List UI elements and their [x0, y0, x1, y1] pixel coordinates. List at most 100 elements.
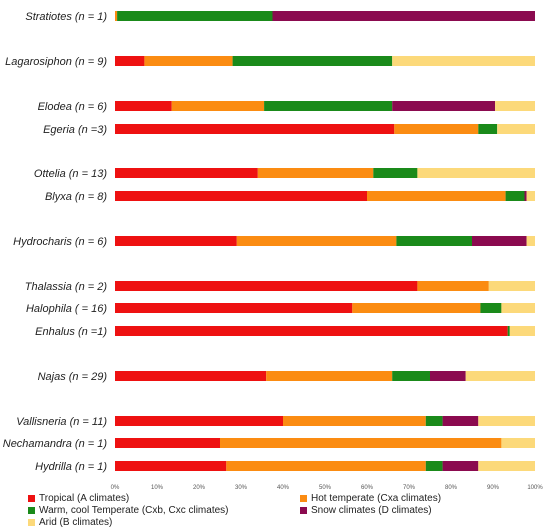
bar-segment	[367, 191, 506, 201]
category-label: Blyxa (n = 8)	[45, 191, 107, 203]
bar-segment	[115, 371, 267, 381]
legend-swatch	[28, 507, 35, 514]
bar-segment	[488, 281, 535, 291]
legend: Tropical (A climates) Hot temperate (Cxa …	[28, 493, 538, 529]
x-tick-label: 100%	[527, 485, 543, 490]
category-label: Hydrilla (n = 1)	[35, 461, 107, 473]
bar-segment	[115, 168, 258, 178]
x-tick-label: 40%	[277, 485, 290, 490]
category-labels: Stratiotes (n = 1) Lagarosiphon (n = 9) El…	[3, 11, 108, 473]
bar-segment	[396, 236, 472, 246]
bar-segment	[115, 326, 508, 336]
bar-segment	[524, 191, 527, 201]
bar-segment	[480, 303, 502, 313]
bar-segment	[478, 416, 535, 426]
bar-segment	[430, 371, 466, 381]
bar-segment	[283, 416, 426, 426]
bar-segment	[507, 326, 510, 336]
bar-segment	[392, 101, 496, 111]
x-tick-label: 80%	[445, 485, 458, 490]
x-tick-label: 50%	[319, 485, 332, 490]
bar-segment	[394, 124, 479, 134]
category-label: Lagarosiphon (n = 9)	[5, 56, 107, 68]
category-label: Najas (n = 29)	[38, 371, 108, 383]
bar-segment	[266, 371, 393, 381]
bar-segment	[115, 11, 118, 21]
bar-segment	[417, 168, 535, 178]
x-tick-label: 60%	[361, 485, 374, 490]
bar-segment	[392, 56, 535, 66]
legend-item: Hot temperate (Cxa climates)	[300, 493, 441, 504]
bar-segment	[115, 461, 227, 471]
bar-segment	[115, 281, 418, 291]
bar-segment	[495, 101, 535, 111]
category-label: Vallisneria (n = 11)	[16, 416, 107, 428]
legend-label: Warm, cool Temperate (Cxb, Cxc climates)	[39, 505, 229, 516]
category-label: Stratiotes (n = 1)	[25, 11, 107, 23]
category-label: Thalassia (n = 2)	[25, 281, 108, 293]
bar-segment	[442, 461, 479, 471]
bar-segment	[257, 168, 374, 178]
x-tick-label: 20%	[193, 485, 206, 490]
legend-label: Snow climates (D climates)	[311, 505, 432, 516]
legend-label: Tropical (A climates)	[39, 493, 130, 504]
bar-segment	[478, 124, 498, 134]
category-label: Enhalus (n =1)	[35, 326, 107, 338]
bar-segment	[465, 371, 535, 381]
bar-segment	[115, 236, 237, 246]
bar-segment	[442, 416, 479, 426]
bar-segment	[115, 124, 395, 134]
bar-segment	[171, 101, 265, 111]
bar-segment	[115, 191, 367, 201]
legend-label: Arid (B climates)	[39, 517, 113, 528]
bar-segment	[392, 371, 430, 381]
legend-item: Arid (B climates)	[28, 517, 112, 528]
x-axis-ticks: 0% 10% 20% 30% 40% 50% 60% 70% 80% 90% 100%	[111, 485, 544, 490]
bar-segment	[526, 236, 535, 246]
bar-segment	[236, 236, 397, 246]
bar-segment	[501, 438, 535, 448]
bar-segment	[526, 191, 535, 201]
legend-label: Hot temperate (Cxa climates)	[311, 493, 442, 504]
bar-segment	[117, 11, 273, 21]
legend-swatch	[300, 495, 307, 502]
category-label: Nechamandra (n = 1)	[3, 438, 108, 450]
bar-segment	[497, 124, 535, 134]
category-label: Egeria (n =3)	[43, 124, 107, 136]
bars-layer	[115, 11, 535, 471]
bar-segment	[425, 461, 443, 471]
bar-segment	[220, 438, 502, 448]
bar-segment	[505, 191, 525, 201]
legend-swatch	[28, 495, 35, 502]
bar-segment	[115, 101, 172, 111]
bar-segment	[472, 236, 527, 246]
category-label: Ottelia (n = 13)	[34, 168, 107, 180]
bar-segment	[425, 416, 443, 426]
x-tick-label: 10%	[151, 485, 164, 490]
bar-segment	[264, 101, 393, 111]
legend-swatch	[28, 519, 35, 526]
category-label: Halophila ( = 16)	[26, 303, 107, 315]
category-label: Elodea (n = 6)	[38, 101, 108, 113]
legend-item: Snow climates (D climates)	[300, 505, 432, 516]
bar-segment	[478, 461, 535, 471]
bar-segment	[501, 303, 535, 313]
bar-segment	[115, 56, 145, 66]
stacked-bar-chart: Stratiotes (n = 1) Lagarosiphon (n = 9) El…	[3, 11, 544, 490]
bar-segment	[115, 416, 283, 426]
x-tick-label: 0%	[111, 485, 120, 490]
bar-segment	[352, 303, 481, 313]
bar-segment	[509, 326, 535, 336]
bar-segment	[115, 303, 353, 313]
legend-item: Warm, cool Temperate (Cxb, Cxc climates)	[28, 505, 229, 516]
bar-segment	[144, 56, 233, 66]
bar-segment	[272, 11, 535, 21]
x-tick-label: 90%	[487, 485, 500, 490]
bar-segment	[226, 461, 426, 471]
bar-segment	[115, 438, 220, 448]
category-label: Hydrocharis (n = 6)	[13, 236, 107, 248]
x-tick-label: 70%	[403, 485, 416, 490]
bar-segment	[232, 56, 393, 66]
x-tick-label: 30%	[235, 485, 248, 490]
bar-segment	[417, 281, 489, 291]
